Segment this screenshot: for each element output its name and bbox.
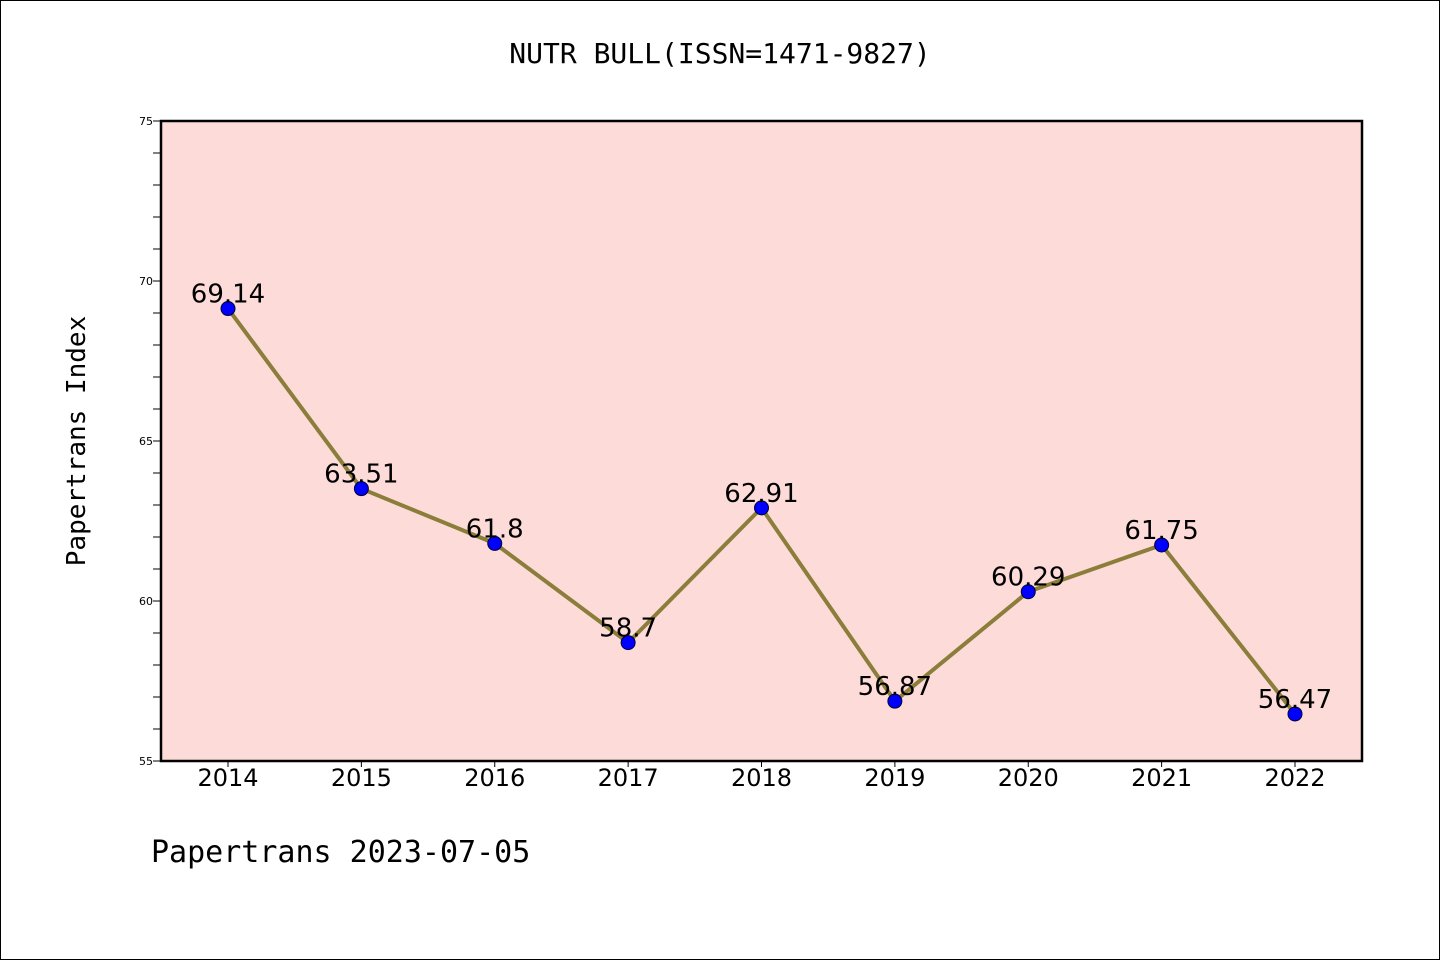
plot-border <box>159 119 1364 763</box>
data-label: 60.29 <box>991 563 1065 593</box>
x-tick-label: 2018 <box>731 764 792 792</box>
data-point <box>220 301 236 317</box>
data-label: 62.91 <box>724 479 798 509</box>
x-tick-label: 2020 <box>998 764 1059 792</box>
data-point <box>887 693 903 709</box>
data-label: 56.47 <box>1258 685 1332 715</box>
y-tick-label: 60 <box>139 595 153 608</box>
y-tick-label: 55 <box>139 755 153 768</box>
x-tick-label: 2017 <box>598 764 659 792</box>
data-point <box>487 535 503 551</box>
data-point <box>620 635 636 651</box>
x-tick-label: 2021 <box>1131 764 1192 792</box>
y-tick-label: 70 <box>139 275 153 288</box>
data-label: 56.87 <box>858 672 932 702</box>
data-point <box>754 500 769 516</box>
x-tick-label: 2015 <box>331 764 392 792</box>
x-tick-label: 2016 <box>464 764 525 792</box>
data-point <box>353 481 369 497</box>
x-tick-label: 2014 <box>197 764 258 792</box>
chart-title: NUTR BULL(ISSN=1471-9827) <box>509 37 931 70</box>
data-label: 61.8 <box>466 514 524 544</box>
x-tick-label: 2022 <box>1264 764 1325 792</box>
y-tick-label: 75 <box>139 115 153 128</box>
data-point <box>1287 706 1303 722</box>
y-tick-label: 65 <box>139 435 153 448</box>
data-point <box>1154 537 1170 553</box>
x-tick-label: 2019 <box>864 764 925 792</box>
y-axis-label: Papertrans Index <box>62 316 92 566</box>
data-label: 58.7 <box>599 614 657 644</box>
plot-area <box>161 121 1362 761</box>
data-label: 63.51 <box>324 460 398 490</box>
data-label: 69.14 <box>191 280 265 310</box>
data-point <box>1020 584 1036 600</box>
data-label: 61.75 <box>1124 516 1198 546</box>
footer-text: Papertrans 2023-07-05 <box>151 835 531 870</box>
